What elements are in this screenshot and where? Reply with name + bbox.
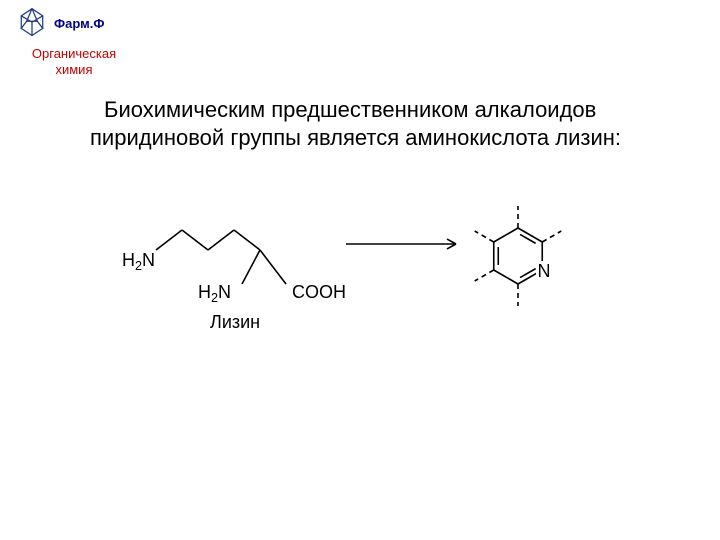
adamantane-logo-icon bbox=[14, 6, 50, 40]
svg-text:Лизин: Лизин bbox=[210, 312, 260, 332]
svg-text:H2N: H2N bbox=[122, 250, 155, 273]
body-paragraph: Биохимическим предшественником алкалоидо… bbox=[90, 97, 621, 150]
header: Фарм.Ф Органическая химия bbox=[14, 6, 134, 77]
body-text: Биохимическим предшественником алкалоидо… bbox=[90, 96, 670, 151]
svg-text:COOH: COOH bbox=[292, 282, 346, 302]
logo-row: Фарм.Ф bbox=[14, 6, 134, 40]
svg-text:N: N bbox=[537, 261, 550, 281]
subtitle-line1: Органическая bbox=[32, 46, 116, 61]
reaction-diagram: H2N H2N COOH Лизин N bbox=[120, 200, 590, 370]
brand-label: Фарм.Ф bbox=[54, 16, 104, 31]
page-root: Фарм.Ф Органическая химия Биохимическим … bbox=[0, 0, 720, 540]
svg-text:H2N: H2N bbox=[198, 282, 231, 305]
subtitle: Органическая химия bbox=[14, 46, 134, 77]
subtitle-line2: химия bbox=[55, 62, 92, 77]
